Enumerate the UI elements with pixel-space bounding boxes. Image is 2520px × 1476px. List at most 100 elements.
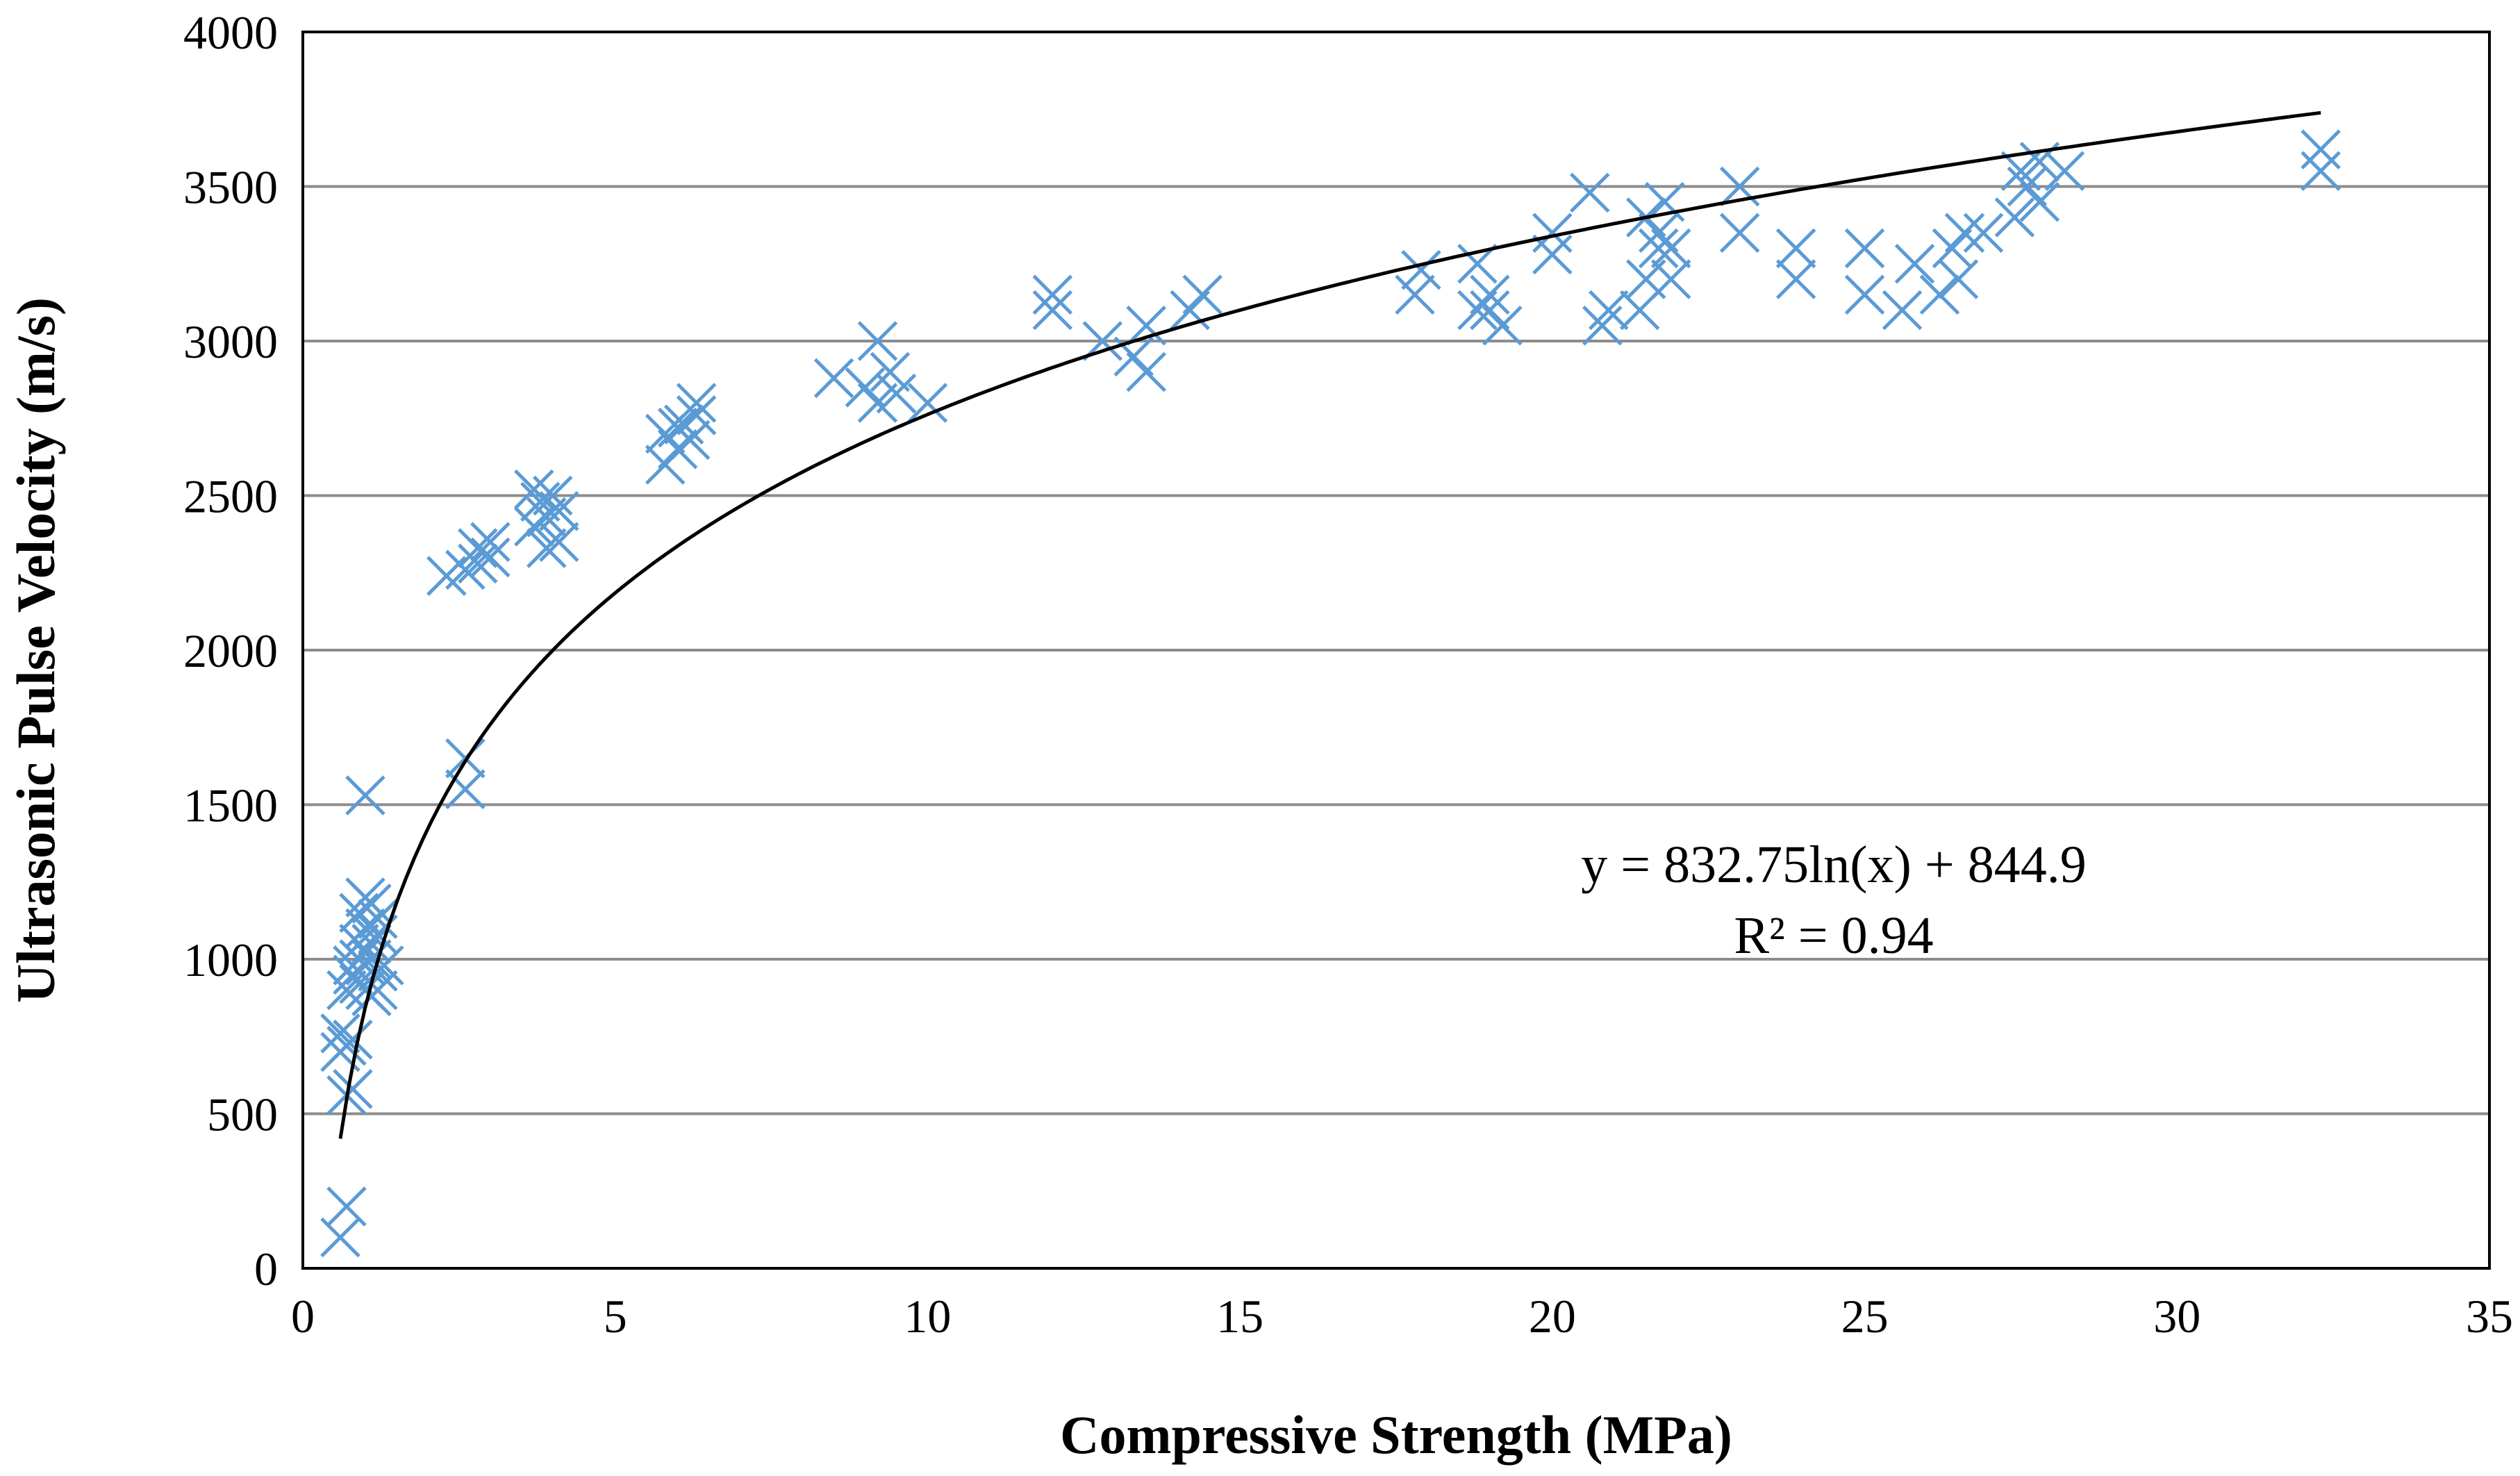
data-point-94 — [1882, 290, 1923, 331]
data-point-101 — [1994, 197, 2035, 238]
data-point-91 — [1775, 259, 1816, 299]
data-point-77 — [1570, 172, 1610, 213]
data-point-61 — [1032, 274, 1073, 315]
data-point-21 — [345, 908, 386, 949]
data-point-102 — [2000, 151, 2041, 192]
gridlines — [303, 31, 2489, 1270]
data-point-50 — [676, 395, 717, 436]
y-tick-label: 3000 — [183, 315, 278, 368]
x-tick-label: 20 — [1529, 1290, 1576, 1343]
data-point-34 — [470, 537, 511, 578]
data-point-85 — [1650, 259, 1691, 299]
data-point-36 — [470, 522, 511, 563]
data-point-76 — [1532, 213, 1573, 254]
data-point-99 — [1944, 213, 1985, 254]
data-point-95 — [1894, 243, 1935, 284]
data-point-39 — [538, 490, 579, 531]
data-point-79 — [1589, 290, 1629, 331]
data-point-74 — [1470, 290, 1510, 331]
data-point-68 — [1395, 274, 1435, 315]
y-tick-label: 0 — [254, 1243, 278, 1295]
data-point-70 — [1457, 243, 1498, 284]
data-point-26 — [351, 884, 392, 924]
y-axis-title: Ultrasonic Pulse Velocity (m/s) — [6, 297, 66, 1003]
data-point-67 — [1182, 274, 1222, 315]
y-tick-label: 2500 — [183, 470, 278, 523]
y-tick-label: 500 — [207, 1088, 278, 1141]
y-tick-label: 3500 — [183, 161, 278, 214]
data-point-86 — [1644, 181, 1685, 222]
data-point-27 — [358, 899, 398, 939]
data-point-51 — [676, 383, 717, 423]
data-points — [320, 129, 2341, 1258]
data-point-65 — [1126, 305, 1166, 346]
data-point-55 — [857, 383, 898, 423]
data-point-49 — [663, 404, 704, 445]
x-tick-label: 0 — [291, 1290, 315, 1343]
data-point-35 — [458, 528, 498, 568]
y-axis-ticks: 0 500 1000 1500 2000 2500 3000 3500 4000 — [183, 6, 278, 1295]
data-point-78 — [1582, 305, 1623, 346]
data-point-92 — [1844, 228, 1885, 269]
data-point-22 — [351, 923, 392, 964]
data-point-6 — [320, 1013, 360, 1054]
y-tick-label: 1500 — [183, 779, 278, 832]
x-axis-ticks: 0 5 10 15 20 25 30 35 — [291, 1290, 2513, 1343]
data-point-108 — [2301, 129, 2341, 169]
x-axis-title: Compressive Strength (MPa) — [1060, 1404, 1732, 1465]
y-tick-label: 2000 — [183, 624, 278, 677]
y-tick-label: 4000 — [183, 6, 278, 59]
data-point-57 — [907, 383, 948, 423]
plot-area — [301, 31, 2491, 1270]
data-point-107 — [2301, 151, 2341, 192]
data-point-42 — [514, 469, 554, 510]
data-point-53 — [813, 358, 854, 399]
data-point-75 — [1532, 234, 1573, 275]
data-point-93 — [1844, 274, 1885, 315]
data-point-58 — [857, 321, 898, 361]
data-point-29 — [445, 769, 486, 810]
data-point-98 — [1932, 228, 1973, 269]
data-point-60 — [1032, 290, 1073, 331]
data-point-52 — [657, 407, 698, 448]
data-point-72 — [1470, 274, 1510, 315]
data-point-100 — [1963, 213, 2004, 254]
data-point-87 — [1650, 228, 1691, 269]
data-point-69 — [1401, 249, 1441, 290]
x-tick-label: 5 — [604, 1290, 627, 1343]
data-point-103 — [2007, 166, 2048, 207]
data-point-44 — [527, 528, 567, 568]
data-point-28 — [345, 775, 386, 815]
data-point-66 — [1170, 290, 1210, 331]
trendline-equation: y = 832.75ln(x) + 844.9 — [1581, 836, 2086, 894]
data-point-1 — [326, 1186, 367, 1227]
data-point-3 — [333, 1069, 373, 1109]
data-point-46 — [657, 429, 698, 470]
data-point-106 — [2044, 151, 2085, 192]
data-point-88 — [1719, 213, 1760, 254]
data-point-7 — [333, 1019, 373, 1060]
r-squared-label: R² = 0.94 — [1734, 906, 1933, 965]
trendline — [338, 110, 2321, 1139]
data-point-43 — [538, 522, 579, 563]
data-point-33 — [458, 543, 498, 584]
x-tick-label: 15 — [1216, 1290, 1263, 1343]
data-point-73 — [1482, 305, 1523, 346]
data-point-8 — [326, 970, 367, 1011]
data-point-56 — [876, 373, 917, 414]
data-point-20 — [339, 923, 379, 964]
x-tick-label: 35 — [2466, 1290, 2513, 1343]
data-point-84 — [1638, 228, 1679, 269]
x-tick-label: 10 — [904, 1290, 951, 1343]
data-point-32 — [445, 549, 486, 590]
data-point-64 — [1126, 351, 1166, 392]
data-point-96 — [1919, 274, 1960, 315]
data-point-59 — [870, 351, 911, 392]
data-point-37 — [514, 506, 554, 547]
x-tick-label: 30 — [2153, 1290, 2200, 1343]
y-tick-label: 1000 — [183, 934, 278, 986]
data-point-71 — [1457, 290, 1498, 331]
data-point-38 — [527, 497, 567, 538]
x-tick-label: 25 — [1841, 1290, 1889, 1343]
